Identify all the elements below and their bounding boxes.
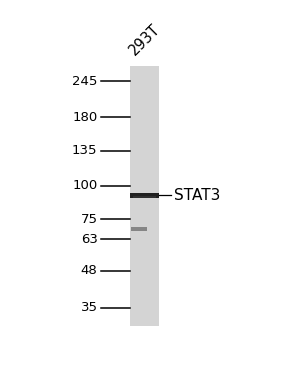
Text: 75: 75	[81, 213, 98, 226]
Bar	[131, 227, 147, 230]
Bar	[130, 193, 159, 198]
Text: 35: 35	[81, 301, 98, 314]
Text: 135: 135	[72, 144, 98, 157]
Text: 180: 180	[72, 111, 98, 124]
Text: 293T: 293T	[126, 22, 163, 59]
Bar	[133, 196, 156, 198]
Text: 48: 48	[81, 265, 98, 277]
Text: 245: 245	[72, 75, 98, 88]
Text: 100: 100	[72, 179, 98, 192]
Text: 63: 63	[81, 233, 98, 246]
Text: STAT3: STAT3	[174, 188, 221, 203]
Bar	[130, 66, 159, 326]
